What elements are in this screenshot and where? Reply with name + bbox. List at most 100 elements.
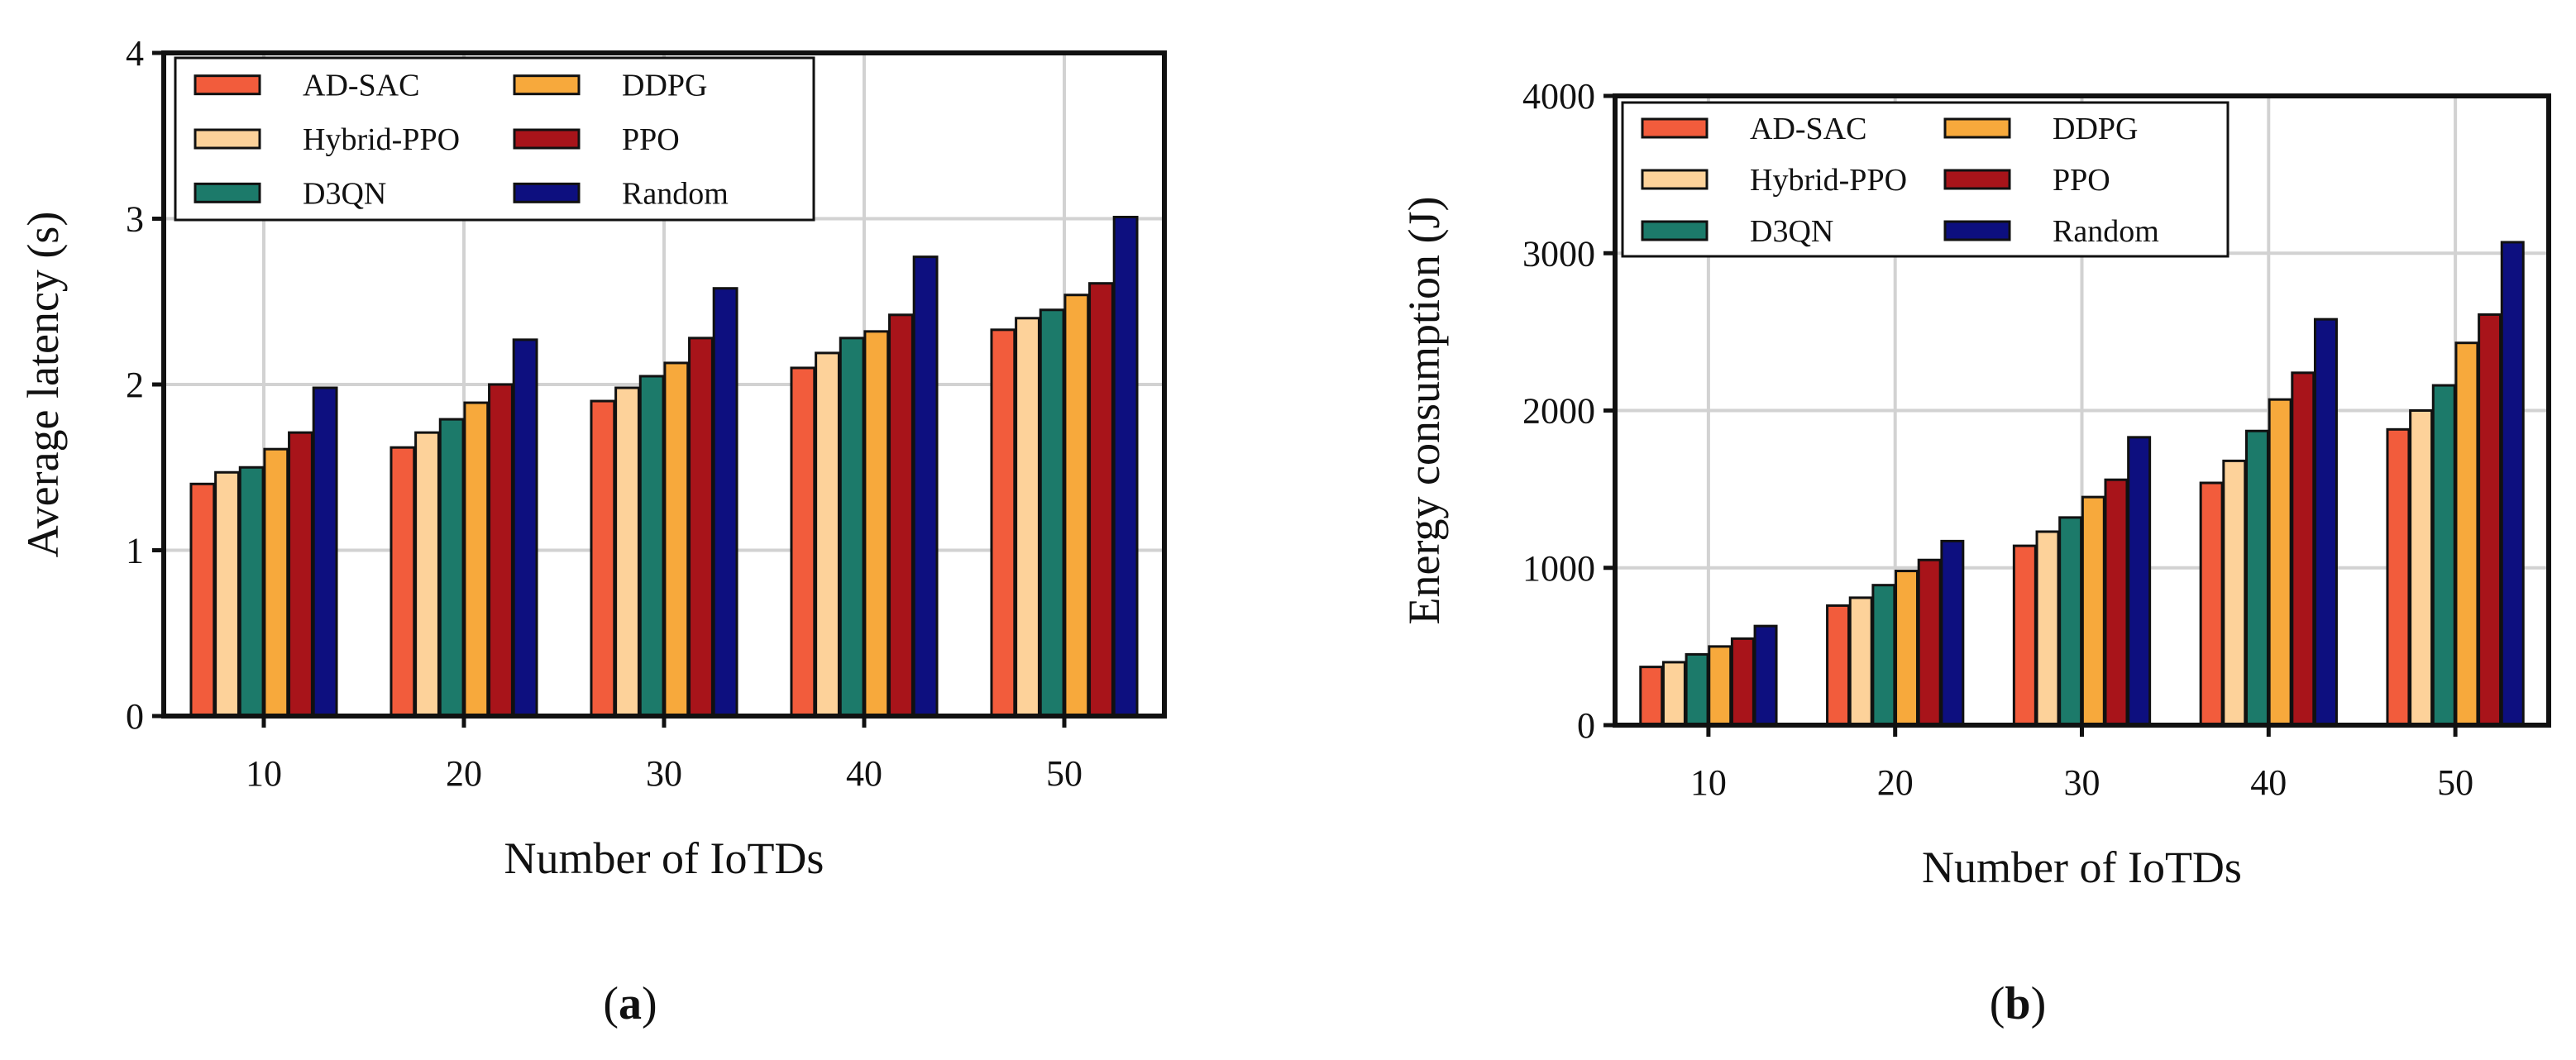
legend-swatch-ad-sac xyxy=(194,74,261,96)
y-tick-label: 0 xyxy=(126,696,144,737)
bar-ad-sac-50 xyxy=(2386,427,2411,727)
legend-label-ddpg: DDPG xyxy=(2053,112,2138,146)
bar-ppo-50 xyxy=(1088,282,1114,718)
bar-ddpg-30 xyxy=(2081,495,2105,727)
bar-ad-sac-20 xyxy=(390,446,416,718)
bar-random-20 xyxy=(512,338,538,718)
chart-latency: 0 1 2 3 4 10 20 30 40 50 Number of IoTDs Average la… xyxy=(18,33,1167,883)
legend-swatch-ad-sac xyxy=(1641,117,1709,139)
x-tick-label: 40 xyxy=(846,753,882,794)
bar-hybrid-ppo-10 xyxy=(1661,661,1686,727)
bar-hybrid-ppo-10 xyxy=(214,470,240,718)
bar-random-40 xyxy=(912,255,939,718)
x-axis-label: Number of IoTDs xyxy=(1922,843,2242,892)
legend: AD-SAC Hybrid-PPO D3QN DDPG PPO Random xyxy=(1621,101,2230,258)
chart-energy: 0 1000 2000 3000 4000 10 20 30 40 50 Number of IoT… xyxy=(1399,76,2551,892)
bar-hybrid-ppo-30 xyxy=(2035,530,2060,727)
bar-ad-sac-10 xyxy=(1639,666,1664,727)
bar-d3qn-40 xyxy=(839,337,865,718)
bar-random-20 xyxy=(1940,539,1965,727)
bar-d3qn-30 xyxy=(2058,516,2083,727)
legend-swatch-d3qn xyxy=(194,182,261,203)
legend-label-hybrid-ppo: Hybrid-PPO xyxy=(1750,163,1907,198)
bar-d3qn-50 xyxy=(2431,384,2456,727)
bar-ddpg-20 xyxy=(1895,570,1919,727)
bar-hybrid-ppo-20 xyxy=(414,431,440,718)
bar-ddpg-10 xyxy=(263,447,289,718)
bar-d3qn-20 xyxy=(1871,584,1896,727)
legend-label-ad-sac: AD-SAC xyxy=(1750,112,1866,146)
bar-d3qn-10 xyxy=(238,466,265,718)
x-tick-label: 20 xyxy=(1877,762,1914,803)
x-tick-label: 30 xyxy=(646,753,682,794)
legend-box xyxy=(1621,101,2230,258)
y-tick-label: 3 xyxy=(126,199,144,240)
legend-label-random: Random xyxy=(622,176,729,211)
legend-swatch-random xyxy=(513,182,581,203)
legend-swatch-hybrid-ppo xyxy=(194,128,261,150)
bar-ppo-20 xyxy=(488,383,514,718)
bar-ppo-40 xyxy=(888,313,914,718)
bar-ad-sac-40 xyxy=(2199,481,2224,727)
legend-swatch-ppo xyxy=(513,128,581,150)
y-axis-label: Average latency (s) xyxy=(18,212,68,558)
legend-label-hybrid-ppo: Hybrid-PPO xyxy=(303,122,460,157)
bar-ppo-30 xyxy=(688,337,714,718)
bar-ad-sac-40 xyxy=(790,366,816,718)
x-tick-label: 50 xyxy=(2437,762,2473,803)
y-axis-label: Energy consumption (J) xyxy=(1399,197,1449,625)
y-tick-label: 2 xyxy=(126,365,144,405)
bar-ad-sac-30 xyxy=(590,399,616,718)
bar-ppo-20 xyxy=(1917,558,1942,727)
y-tick-label: 1000 xyxy=(1522,548,1595,589)
y-tick-label: 4000 xyxy=(1522,76,1595,117)
bar-d3qn-50 xyxy=(1039,308,1065,718)
bar-ddpg-20 xyxy=(463,401,490,718)
legend-label-ppo: PPO xyxy=(622,122,680,157)
bar-ddpg-30 xyxy=(663,361,690,718)
bar-ppo-30 xyxy=(2104,478,2129,727)
legend: AD-SAC Hybrid-PPO D3QN DDPG PPO Random xyxy=(174,56,815,222)
bar-d3qn-20 xyxy=(438,418,465,718)
bar-hybrid-ppo-50 xyxy=(2409,409,2434,727)
legend-label-ad-sac: AD-SAC xyxy=(303,69,419,103)
x-tick-label: 50 xyxy=(1046,753,1082,794)
bar-random-30 xyxy=(712,287,738,718)
x-axis-label: Number of IoTDs xyxy=(504,833,824,883)
bar-random-50 xyxy=(1112,215,1139,718)
legend-label-d3qn: D3QN xyxy=(1750,214,1833,249)
legend-swatch-d3qn xyxy=(1641,220,1709,241)
y-tick-label: 4 xyxy=(126,33,144,74)
bar-ddpg-10 xyxy=(1708,645,1732,727)
legend-label-random: Random xyxy=(2053,214,2159,249)
bar-ppo-50 xyxy=(2478,313,2502,727)
y-tick-label: 0 xyxy=(1577,705,1595,746)
panel-label-b: (b) xyxy=(1990,978,2046,1029)
bar-random-30 xyxy=(2127,436,2152,727)
bar-ddpg-40 xyxy=(863,330,890,718)
bar-ppo-10 xyxy=(1730,637,1755,727)
legend-label-d3qn: D3QN xyxy=(303,176,386,211)
panel-label-a: (a) xyxy=(603,978,657,1029)
y-tick-label: 3000 xyxy=(1522,233,1595,274)
legend-label-ppo: PPO xyxy=(2053,163,2110,198)
legend-swatch-ppo xyxy=(1943,169,2011,190)
bar-d3qn-40 xyxy=(2244,429,2269,727)
legend-swatch-hybrid-ppo xyxy=(1641,169,1709,190)
y-tick-label: 1 xyxy=(126,531,144,571)
bar-random-10 xyxy=(1753,624,1778,727)
bar-hybrid-ppo-50 xyxy=(1015,317,1040,718)
legend-label-ddpg: DDPG xyxy=(622,69,707,103)
legend-box xyxy=(174,56,815,222)
bar-random-40 xyxy=(2313,318,2338,727)
bar-d3qn-30 xyxy=(638,375,665,718)
bar-random-50 xyxy=(2500,241,2525,727)
legend-swatch-random xyxy=(1943,220,2011,241)
legend-swatch-ddpg xyxy=(1943,117,2011,139)
bar-ppo-40 xyxy=(2291,371,2316,727)
bar-ddpg-50 xyxy=(1063,294,1090,718)
x-tick-label: 10 xyxy=(246,753,282,794)
bar-hybrid-ppo-30 xyxy=(614,386,640,718)
x-tick-label: 30 xyxy=(2064,762,2100,803)
